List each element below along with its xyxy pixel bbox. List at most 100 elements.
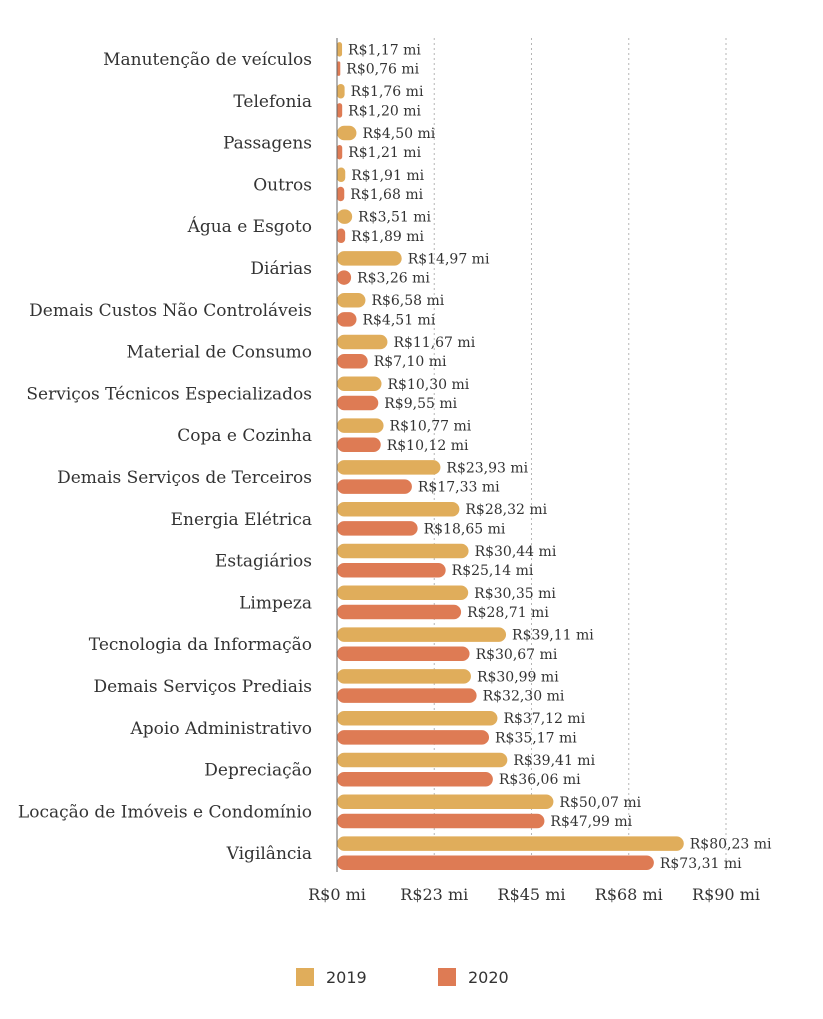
value-label: R$1,76 mi: [351, 84, 424, 100]
bar-2020: [337, 312, 357, 327]
value-label: R$25,14 mi: [452, 563, 534, 579]
category-label: Serviços Técnicos Especializados: [26, 384, 312, 404]
bar-2020: [337, 855, 654, 871]
bar-2019: [337, 251, 402, 266]
value-label: R$30,35 mi: [474, 586, 556, 602]
bar-2019: [337, 83, 345, 99]
bar-2019: [337, 669, 471, 684]
value-label: R$80,23 mi: [690, 837, 772, 853]
bar-2019: [337, 209, 353, 224]
category-label: Material de Consumo: [126, 343, 312, 363]
bar-2020: [337, 270, 352, 285]
value-label: R$23,93 mi: [446, 460, 528, 476]
bar-2019: [337, 167, 346, 183]
bar-2019: [337, 125, 357, 141]
category-label: Depreciação: [204, 761, 312, 781]
bar-2019: [337, 752, 508, 768]
value-label: R$4,50 mi: [362, 126, 435, 142]
bar-2020: [337, 353, 368, 369]
category-labels: Manutenção de veículos Telefonia Passagens…: [18, 50, 312, 864]
category-label: Estagiários: [215, 552, 312, 572]
value-label: R$18,65 mi: [424, 521, 506, 537]
bar-2020: [337, 562, 446, 578]
value-label: R$35,17 mi: [495, 730, 577, 746]
category-label: Água e Esgoto: [187, 216, 312, 237]
value-label: R$1,20 mi: [348, 103, 421, 119]
value-label: R$50,07 mi: [559, 795, 641, 811]
value-label: R$28,32 mi: [465, 502, 547, 518]
value-label: R$4,51 mi: [362, 312, 435, 328]
bar-2019: [337, 794, 554, 810]
bar-2020: [337, 646, 470, 662]
bar-2019: [337, 627, 507, 642]
value-label: R$9,55 mi: [384, 396, 457, 412]
bar-2020: [337, 437, 381, 453]
bar-2020: [337, 395, 379, 411]
value-label: R$32,30 mi: [483, 689, 565, 705]
bar-2020: [337, 103, 343, 118]
bar-2019: [337, 543, 469, 559]
bar-2020: [337, 186, 345, 202]
x-tick-label: R$68 mi: [595, 885, 663, 904]
value-label: R$1,17 mi: [348, 42, 421, 58]
category-label: Demais Serviços de Terceiros: [57, 468, 312, 488]
bar-2019: [337, 460, 441, 475]
category-label: Vigilância: [226, 844, 312, 864]
value-label: R$1,21 mi: [348, 145, 421, 161]
bar-2020: [337, 771, 493, 787]
value-label: R$1,68 mi: [350, 187, 423, 203]
category-label: Energia Elétrica: [171, 510, 312, 530]
value-label: R$39,11 mi: [512, 628, 594, 644]
bar-2019: [337, 292, 366, 308]
value-label: R$7,10 mi: [374, 354, 447, 370]
value-label: R$14,97 mi: [408, 251, 490, 267]
x-tick-label: R$45 mi: [498, 885, 566, 904]
value-label: R$1,89 mi: [351, 229, 424, 245]
value-labels: R$1,17 mi R$0,76 mi R$1,76 mi R$1,20 mi R$4,…: [346, 42, 772, 871]
x-tick-label: R$0 mi: [308, 885, 366, 904]
category-label: Manutenção de veículos: [103, 50, 312, 70]
bar-2020: [337, 813, 545, 829]
bar-2020: [337, 144, 343, 160]
category-label: Limpeza: [239, 593, 312, 613]
category-label: Locação de Imóveis e Condomínio: [18, 802, 312, 822]
x-tick-label: R$23 mi: [400, 885, 468, 904]
category-label: Demais Custos Não Controláveis: [29, 301, 312, 321]
value-label: R$30,99 mi: [477, 669, 559, 685]
category-label: Outros: [253, 175, 312, 195]
value-label: R$1,91 mi: [351, 168, 424, 184]
category-label: Apoio Administrativo: [130, 719, 313, 739]
value-label: R$3,26 mi: [357, 271, 430, 287]
value-label: R$0,76 mi: [346, 62, 419, 78]
legend-swatch-2019: [296, 968, 314, 986]
legend-label: 2020: [468, 968, 509, 987]
bar-2019: [337, 836, 684, 851]
x-axis-ticks: R$0 mi R$23 mi R$45 mi R$68 mi R$90 mi: [308, 885, 760, 904]
value-label: R$36,06 mi: [499, 772, 581, 788]
category-label: Tecnologia da Informação: [89, 635, 312, 655]
category-label: Telefonia: [233, 92, 312, 112]
value-label: R$11,67 mi: [393, 335, 475, 351]
value-label: R$6,58 mi: [371, 293, 444, 309]
category-label: Diárias: [250, 259, 312, 279]
bar-2019: [337, 376, 382, 392]
category-label: Demais Serviços Prediais: [93, 677, 312, 697]
legend: 2019 2020: [296, 968, 509, 987]
bar-2020: [337, 604, 462, 620]
bar-2020: [337, 688, 477, 703]
value-label: R$37,12 mi: [503, 711, 585, 727]
bar-2020: [337, 228, 346, 244]
x-tick-label: R$90 mi: [692, 885, 760, 904]
bar-2019: [337, 710, 498, 726]
bar-2019: [337, 418, 384, 433]
value-label: R$10,12 mi: [387, 438, 469, 454]
bar-2019: [337, 42, 343, 57]
value-label: R$47,99 mi: [550, 814, 632, 830]
category-label: Passagens: [223, 134, 312, 154]
value-label: R$10,30 mi: [388, 377, 470, 393]
bar-2020: [337, 730, 490, 745]
bar-2019: [337, 585, 469, 601]
bar-2020: [337, 61, 341, 76]
